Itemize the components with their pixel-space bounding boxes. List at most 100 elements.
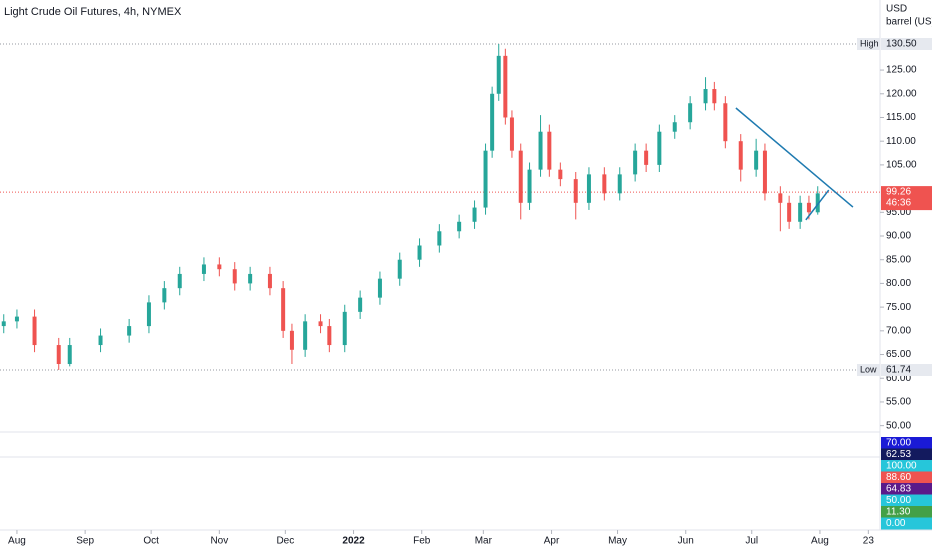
candle-body — [738, 141, 743, 170]
chart-title: Light Crude Oil Futures, 4h, NYMEX — [4, 6, 182, 18]
x-tick-label: Mar — [475, 536, 493, 547]
y-tick-label: 65.00 — [886, 349, 911, 360]
candle-body — [377, 278, 382, 298]
candle-body — [586, 174, 591, 203]
candle-body — [281, 288, 286, 331]
indicator-label: 0.00 — [886, 518, 906, 529]
trendline — [805, 189, 830, 221]
currency: USD — [886, 4, 907, 15]
marker-label-bg — [881, 37, 932, 50]
unit: barrel (US) — [886, 17, 932, 28]
candle-body — [327, 326, 332, 346]
indicator-label-bg — [881, 494, 932, 507]
x-tick-label: 2022 — [342, 536, 365, 547]
y-tick-label: 50.00 — [886, 420, 911, 431]
trendline — [735, 107, 854, 208]
marker-name: High — [860, 38, 879, 48]
candle-body — [342, 311, 347, 346]
y-tick-label: 70.00 — [886, 325, 911, 336]
candle-body — [602, 174, 607, 194]
candle-body — [1, 321, 6, 327]
y-tick-label: 125.00 — [886, 65, 917, 76]
candle-body — [267, 273, 272, 289]
y-tick-label: 95.00 — [886, 207, 911, 218]
x-tick-label: Dec — [276, 536, 294, 547]
indicator-label-bg — [881, 506, 932, 518]
marker-label: 61.74 — [886, 365, 911, 376]
indicator-label: 64.83 — [886, 484, 911, 495]
candle-body — [657, 131, 662, 165]
indicator-label-bg — [881, 437, 932, 449]
x-tick-label: Aug — [811, 536, 829, 547]
candle-body — [14, 316, 19, 322]
candle-body — [617, 174, 622, 194]
y-tick-label: 75.00 — [886, 302, 911, 313]
candle-body — [712, 89, 717, 104]
candle-body — [762, 150, 767, 194]
candle-body — [509, 117, 514, 151]
candle-body — [538, 131, 543, 170]
candle-body — [318, 321, 323, 327]
indicator-label: 100.00 — [886, 461, 917, 472]
candle-body — [558, 169, 563, 180]
y-tick-label: 60.00 — [886, 373, 911, 384]
x-tick-label: 23 — [863, 536, 875, 547]
candle-body — [483, 150, 488, 208]
candle-body — [177, 273, 182, 289]
candle-body — [56, 345, 61, 365]
last-price-label: 99.26 — [886, 187, 911, 198]
x-tick-label: Nov — [210, 536, 228, 547]
candle-body — [503, 55, 508, 118]
candle-body — [289, 330, 294, 350]
y-tick-label: 105.00 — [886, 160, 917, 171]
x-tick-label: Jun — [678, 536, 694, 547]
candle-body — [146, 302, 151, 327]
marker-name: Low — [860, 364, 877, 374]
y-tick-label: 55.00 — [886, 397, 911, 408]
candle-body — [644, 150, 649, 165]
candle-body — [303, 321, 308, 350]
candle-body — [417, 245, 422, 260]
indicator-label-bg — [881, 448, 932, 461]
candle-body — [573, 179, 578, 203]
x-tick-label: May — [608, 536, 627, 547]
candle-body — [127, 326, 132, 336]
candle-body — [232, 269, 237, 284]
candle-body — [472, 207, 477, 222]
candle-body — [32, 316, 37, 346]
candle-body — [162, 288, 167, 303]
y-tick-label: 85.00 — [886, 254, 911, 265]
y-tick-label: 80.00 — [886, 278, 911, 289]
candle-body — [815, 193, 820, 213]
candle-body — [397, 259, 402, 279]
y-tick-label: 120.00 — [886, 88, 917, 99]
marker-label: 130.50 — [886, 39, 917, 50]
candle-body — [703, 89, 708, 104]
x-tick-label: Aug — [8, 536, 26, 547]
y-tick-label: 90.00 — [886, 231, 911, 242]
last-price-bg — [881, 186, 932, 211]
candle-body — [527, 169, 532, 203]
last-price-countdown: 46:36 — [886, 198, 911, 209]
candle-body — [490, 93, 495, 151]
candle-body — [457, 221, 462, 232]
candle-body — [672, 122, 677, 132]
candle-body — [806, 202, 811, 213]
x-tick-label: Oct — [143, 536, 159, 547]
candle-body — [633, 150, 638, 175]
indicator-label: 50.00 — [886, 495, 911, 506]
x-tick-label: Feb — [413, 536, 431, 547]
candle-body — [798, 202, 803, 222]
candle-body — [67, 345, 72, 365]
marker-name-bg — [857, 363, 880, 376]
candle-body — [723, 103, 728, 142]
x-tick-label: Apr — [544, 536, 560, 547]
candle-body — [518, 150, 523, 203]
indicator-label-bg — [881, 517, 932, 530]
marker-label-bg — [881, 363, 932, 376]
candle-body — [201, 264, 206, 274]
indicator-label: 11.30 — [886, 507, 911, 518]
indicator-label: 62.53 — [886, 449, 911, 460]
